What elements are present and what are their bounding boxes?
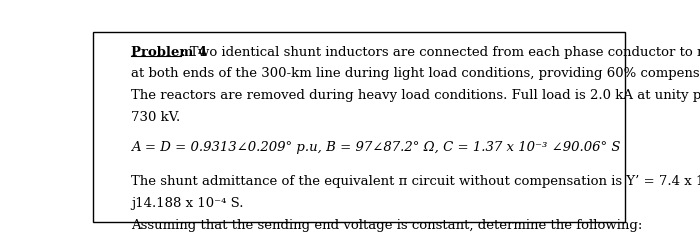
Text: Problem 4: Problem 4 xyxy=(131,46,207,59)
Text: j14.188 x 10⁻⁴ S.: j14.188 x 10⁻⁴ S. xyxy=(131,197,244,210)
Text: Assuming that the sending end voltage is constant, determine the following:: Assuming that the sending end voltage is… xyxy=(131,218,643,232)
Text: at both ends of the 300-km line during light load conditions, providing 60% comp: at both ends of the 300-km line during l… xyxy=(131,68,700,80)
Text: The shunt admittance of the equivalent π circuit without compensation is Y’ = 7.: The shunt admittance of the equivalent π… xyxy=(131,175,700,188)
Text: A = D = 0.9313∠0.209° p.u, B = 97∠87.2° Ω, C = 1.37 x 10⁻³ ∠90.06° S: A = D = 0.9313∠0.209° p.u, B = 97∠87.2° … xyxy=(131,141,620,154)
Text: The reactors are removed during heavy load conditions. Full load is 2.0 kA at un: The reactors are removed during heavy lo… xyxy=(131,89,700,102)
Text: : Two identical shunt inductors are connected from each phase conductor to neutr: : Two identical shunt inductors are conn… xyxy=(181,46,700,59)
Text: 730 kV.: 730 kV. xyxy=(131,111,180,124)
